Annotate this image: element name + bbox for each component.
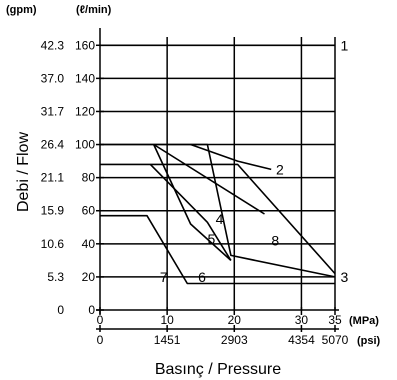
y-tick-label-lmin: 0 — [88, 303, 95, 317]
y-tick-label-lmin: 160 — [75, 38, 95, 52]
series-line-4 — [153, 143, 265, 215]
y-tick-label-gpm: 31.7 — [41, 104, 65, 118]
series-label-5: 5 — [208, 231, 216, 247]
series-line-5 — [152, 144, 232, 261]
x-unit-mpa: (MPa) — [349, 315, 379, 327]
series-label-2: 2 — [276, 161, 284, 177]
x-unit-psi: (psi) — [357, 335, 381, 347]
y-tick-label-gpm: 21.1 — [41, 171, 65, 185]
y-axis-title: Debi / Flow — [15, 132, 32, 212]
axes: 00205.34010.66015.98021.110026.412031.71… — [6, 4, 381, 378]
y-unit-gpm: (gpm) — [6, 4, 37, 16]
chart-labels: 1 2 3 45 6 7 8 — [160, 37, 349, 285]
y-tick-label-lmin: 40 — [82, 237, 96, 251]
series-lines — [100, 44, 336, 285]
y-tick-label-lmin: 140 — [75, 71, 95, 85]
y-tick-label-gpm: 37.0 — [41, 71, 65, 85]
x-tick-label-mpa: 10 — [160, 313, 174, 327]
series-label-7: 7 — [160, 269, 168, 285]
series-label-8: 8 — [271, 233, 279, 249]
series-label-4: 4 — [216, 211, 224, 227]
series-line-8 — [100, 143, 336, 278]
y-tick-label-gpm: 26.4 — [41, 138, 65, 152]
x-tick-label-mpa: 0 — [97, 313, 104, 327]
x-axis-title-part-0: Basınç — [155, 361, 204, 378]
y-tick-label-gpm: 5.3 — [47, 270, 64, 284]
y-tick-label-gpm: 15.9 — [41, 204, 65, 218]
y-tick-label-gpm: 10.6 — [41, 237, 65, 251]
series-label-1: 1 — [341, 37, 349, 53]
x-tick-label-psi: 5070 — [322, 333, 349, 347]
y-tick-label-lmin: 20 — [82, 270, 96, 284]
series-label-6: 6 — [198, 269, 206, 285]
y-tick-label-lmin: 60 — [82, 204, 96, 218]
series-label-3: 3 — [341, 269, 349, 285]
y-unit-lmin: (ℓ/min) — [76, 4, 112, 16]
x-tick-label-psi: 4354 — [288, 333, 315, 347]
x-axis-title: Basınç / Pressure — [155, 361, 281, 378]
series-line-7 — [100, 214, 335, 285]
x-tick-label-psi: 0 — [97, 333, 104, 347]
y-tick-label-lmin: 80 — [82, 171, 96, 185]
x-tick-label-mpa: 35 — [328, 313, 342, 327]
x-tick-label-mpa: 30 — [295, 313, 309, 327]
y-tick-label-lmin: 120 — [75, 104, 95, 118]
series-line-2 — [190, 143, 272, 171]
series-line-6 — [149, 163, 232, 261]
y-tick-label-gpm: 42.3 — [41, 38, 65, 52]
y-tick-label-lmin: 100 — [75, 138, 95, 152]
x-axis-title-part-1: / Pressure — [204, 361, 281, 378]
series-line-3 — [100, 163, 336, 275]
y-tick-label-gpm: 0 — [57, 303, 64, 317]
x-tick-label-psi: 1451 — [154, 333, 181, 347]
x-tick-label-mpa: 20 — [228, 313, 242, 327]
x-tick-label-psi: 2903 — [221, 333, 248, 347]
